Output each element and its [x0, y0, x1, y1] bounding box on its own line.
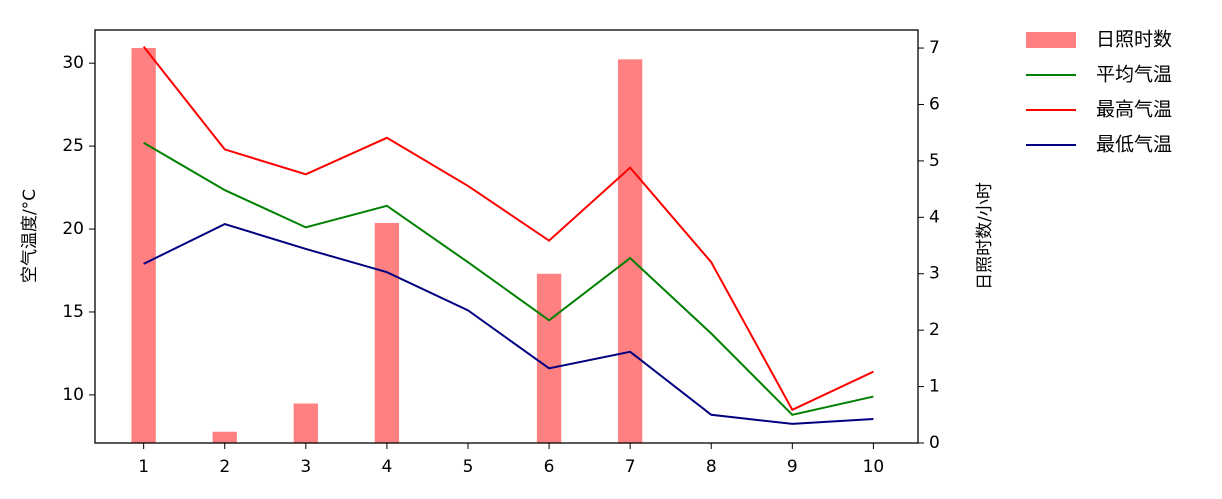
line-series [143, 141, 874, 416]
y2-tick-label: 0 [929, 433, 940, 453]
y2-tick-label: 2 [929, 320, 940, 340]
x-tick-label: 7 [625, 457, 636, 477]
line-series [143, 222, 874, 425]
x-tick-label: 10 [863, 457, 885, 477]
x-tick-label: 5 [463, 457, 474, 477]
legend-label: 最低气温 [1096, 134, 1172, 156]
bar [212, 431, 237, 443]
y-tick-label: 30 [62, 53, 84, 73]
x-tick-label: 3 [300, 457, 311, 477]
y2-tick-label: 6 [929, 94, 940, 114]
bar [131, 48, 156, 443]
y2-axis-label: 日照时数/小时 [975, 182, 995, 290]
bar [536, 273, 562, 443]
x-tick-label: 6 [544, 457, 555, 477]
line-series [142, 45, 874, 412]
x-tick-label: 9 [787, 457, 798, 477]
y2-tick-label: 7 [929, 38, 940, 58]
y-axis-label: 空气温度/°C [20, 189, 40, 283]
x-tick-label: 2 [219, 457, 230, 477]
legend-label: 最高气温 [1096, 99, 1172, 121]
y2-tick-label: 1 [929, 377, 940, 397]
y2-tick-label: 3 [929, 264, 940, 284]
bar [293, 403, 318, 443]
y2-tick-label: 4 [929, 207, 940, 227]
x-tick-label: 8 [706, 457, 717, 477]
legend-swatch [1026, 32, 1076, 48]
legend-label: 日照时数 [1096, 29, 1172, 51]
x-tick-label: 4 [381, 457, 392, 477]
bar [617, 59, 643, 443]
y-tick-label: 10 [62, 385, 84, 405]
x-tick-label: 1 [138, 457, 149, 477]
bar [374, 222, 400, 443]
y-tick-label: 20 [62, 219, 84, 239]
y2-tick-label: 5 [929, 151, 940, 171]
plot-frame [94, 29, 919, 444]
y-tick-label: 15 [62, 302, 84, 322]
y-tick-label: 25 [62, 136, 84, 156]
legend-label: 平均气温 [1096, 64, 1172, 86]
